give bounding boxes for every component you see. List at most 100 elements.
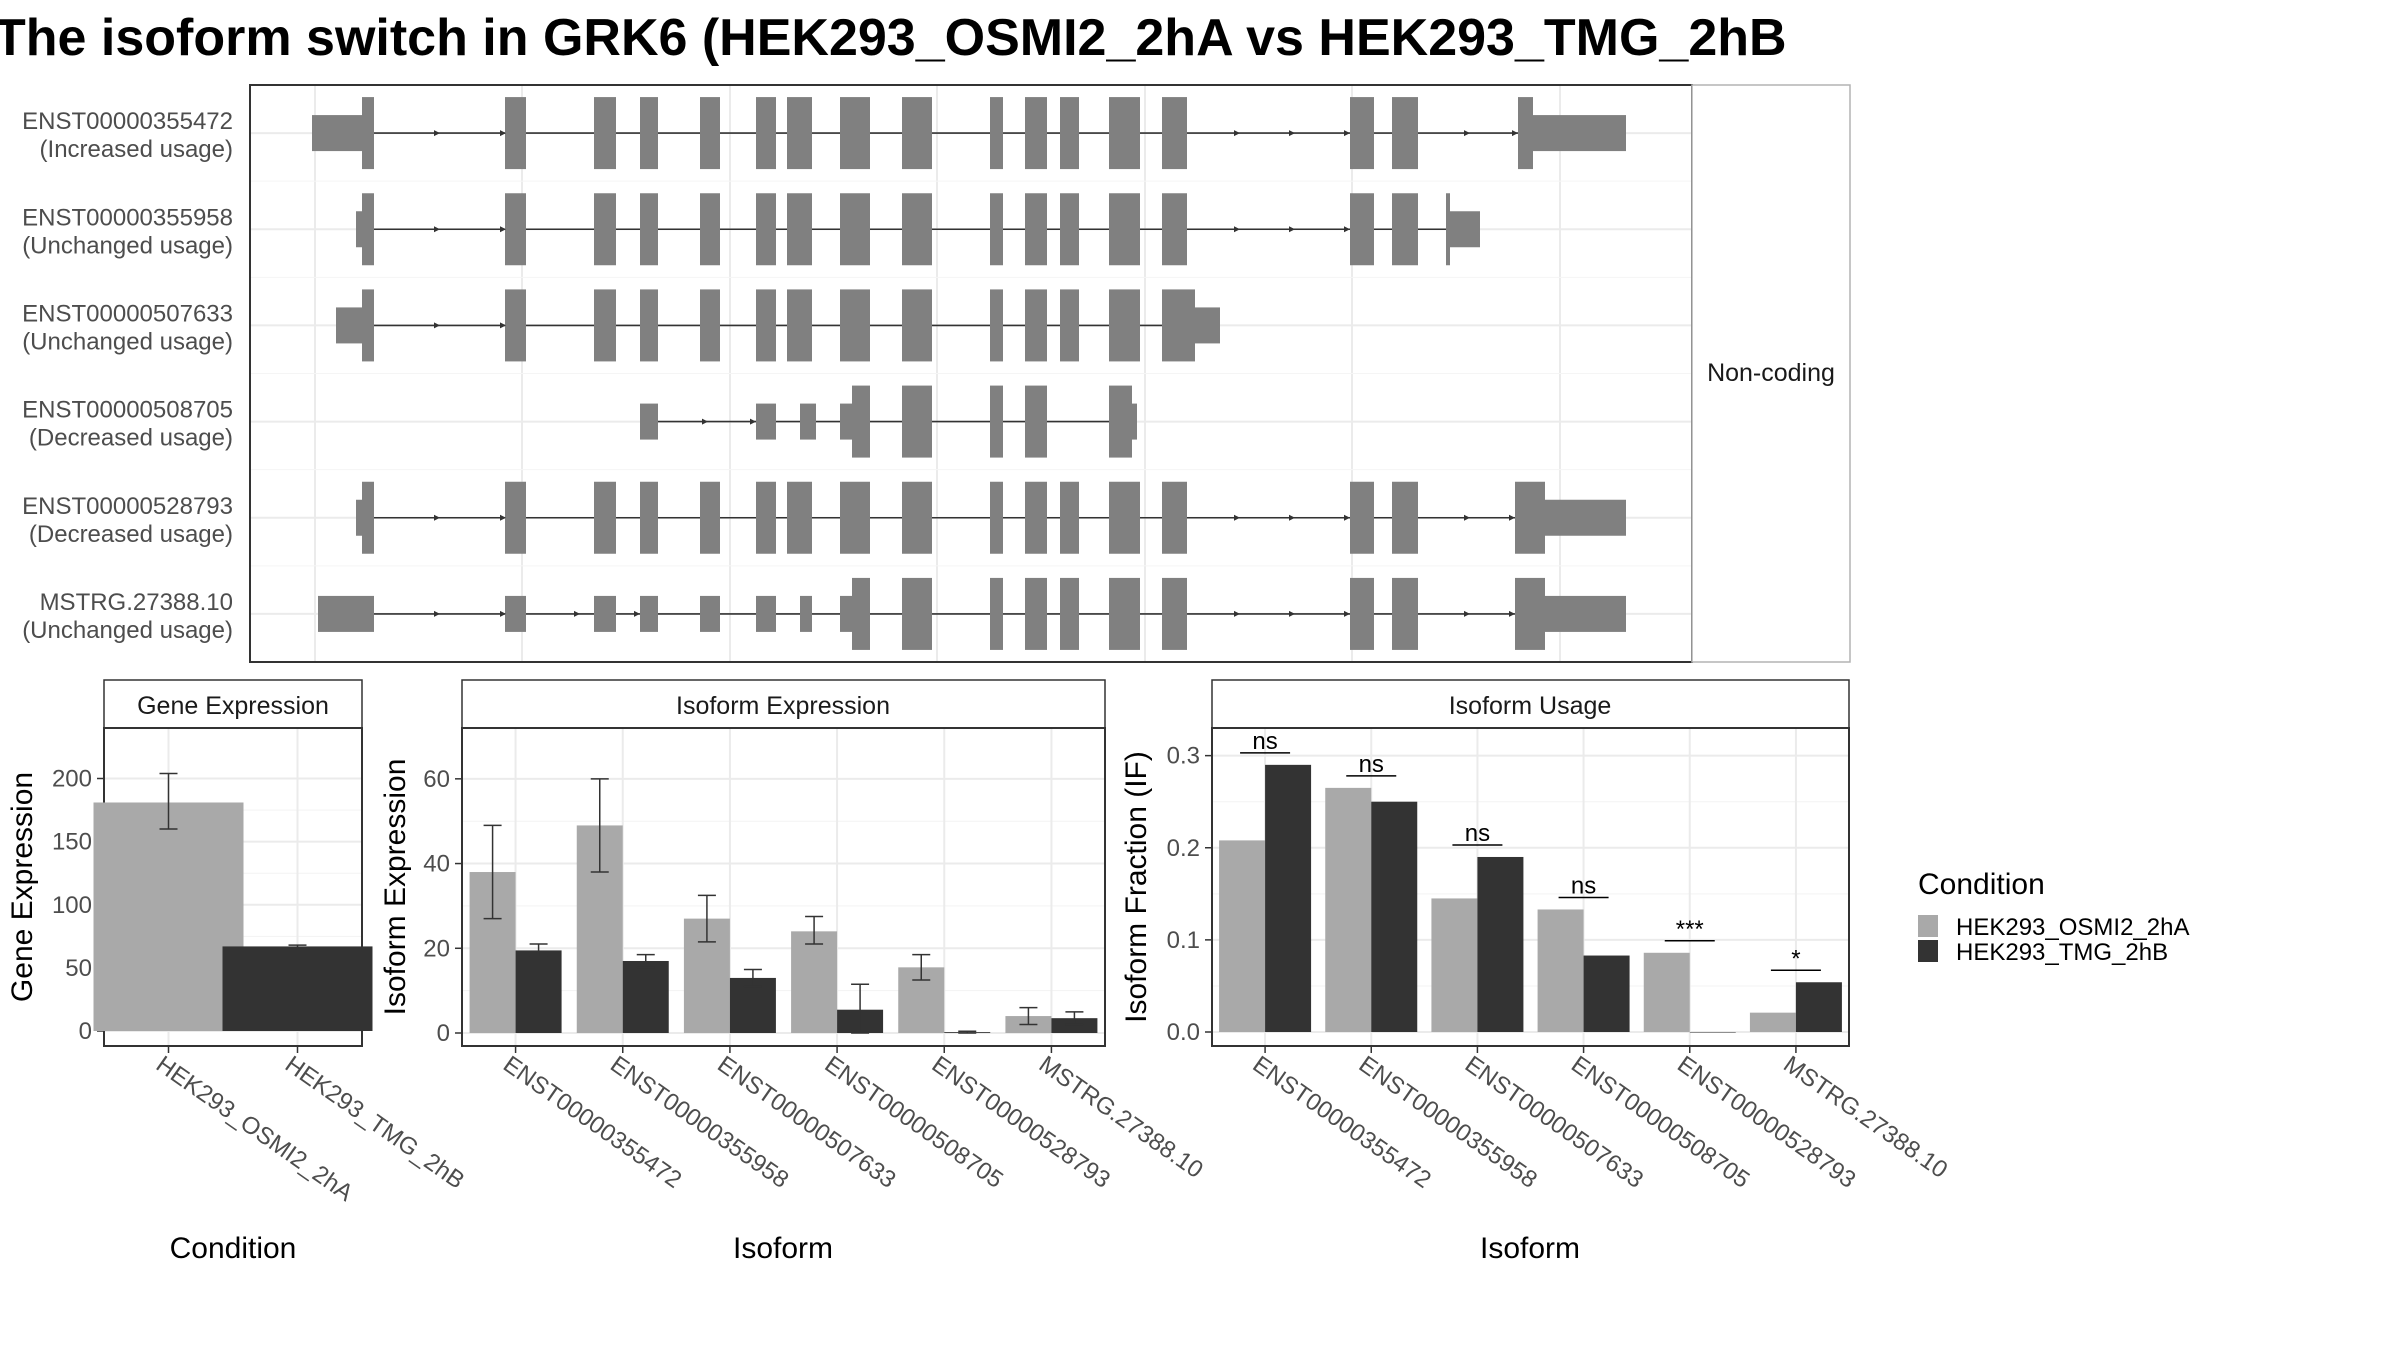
bar [1371, 801, 1418, 1032]
ytick-label: 200 [52, 766, 92, 793]
xtick-label: ENST00000355958 [1354, 1051, 1542, 1194]
bar [1795, 982, 1842, 1032]
transcript-row: ENST00000528793(Decreased usage) [22, 481, 1626, 554]
ytick-label: 100 [52, 892, 92, 919]
bar [622, 960, 669, 1033]
utr-exon [800, 403, 816, 440]
coding-exon [787, 481, 812, 554]
transcript-status-label: (Unchanged usage) [22, 617, 233, 644]
transcript-status-label: (Unchanged usage) [22, 232, 233, 259]
transcript-row: ENST00000508705(Decreased usage) [22, 385, 1137, 458]
coding-exon [1392, 481, 1418, 554]
coding-exon [1025, 481, 1047, 554]
coding-exon [505, 481, 526, 554]
coding-exon [700, 193, 720, 266]
strand-arrow [1234, 226, 1240, 233]
coding-exon [902, 481, 932, 554]
bar [1431, 898, 1478, 1032]
strand-arrow [434, 322, 440, 329]
coding-exon [840, 97, 870, 170]
coding-exon [756, 481, 776, 554]
coding-exon [1109, 481, 1140, 554]
coding-exon [362, 289, 374, 362]
isoform-expression-panel: Isoform Expression 0 20 40 60 ENST0000035547… [379, 679, 1208, 1265]
coding-exon [990, 481, 1003, 554]
ie-plot-area: 0204060ENST00000355472ENST00000355958ENS… [423, 729, 1208, 1194]
utr-exon [756, 403, 776, 440]
iu-strip-title: Isoform Usage [1449, 692, 1612, 720]
transcript-row: ENST00000355472(Increased usage) [22, 97, 1626, 170]
coding-exon [756, 193, 776, 266]
coding-exon [1162, 97, 1187, 170]
bar [515, 950, 562, 1033]
coding-exon [787, 289, 812, 362]
coding-exon [1392, 193, 1418, 266]
coding-exon [990, 577, 1003, 650]
transcript-status-label: (Decreased usage) [29, 521, 233, 548]
coding-exon [700, 481, 720, 554]
coding-exon [756, 97, 776, 170]
strand-arrow [500, 322, 506, 329]
ytick-label: 0.0 [1167, 1019, 1200, 1046]
coding-exon [902, 385, 932, 458]
significance-label: ns [1252, 728, 1277, 755]
bar [1689, 1032, 1736, 1033]
bar [1643, 952, 1690, 1032]
coding-exon [756, 289, 776, 362]
utr-exon [1545, 595, 1626, 632]
xtick-label: ENST00000507633 [712, 1051, 900, 1194]
ytick-label: 0.1 [1167, 927, 1200, 954]
coding-exon [1350, 97, 1374, 170]
coding-exon [640, 193, 658, 266]
coding-exon [1109, 577, 1140, 650]
coding-exon [1162, 193, 1187, 266]
coding-exon [1350, 577, 1374, 650]
coding-exon [990, 97, 1003, 170]
strand-arrow [1512, 130, 1518, 137]
legend: Condition HEK293_OSMI2_2hA HEK293_TMG_2h… [1918, 868, 2189, 966]
strand-arrow [1289, 514, 1295, 521]
ie-ylabel: Isoform Expression [379, 759, 412, 1016]
significance-label: ns [1465, 820, 1490, 847]
page-title: The isoform switch in GRK6 (HEK293_OSMI2… [0, 9, 1787, 67]
strand-arrow [702, 418, 708, 425]
strand-arrow [634, 610, 640, 617]
strand-arrow [1344, 130, 1350, 137]
utr-exon [356, 499, 362, 536]
strip-non-coding [1691, 84, 1851, 663]
bar [222, 946, 373, 1031]
utr-exon [800, 595, 812, 632]
gene-structure-panel: ENST00000355472(Increased usage) ENST0000… [22, 84, 1851, 663]
coding-exon [1350, 481, 1374, 554]
strand-arrow [1234, 610, 1240, 617]
utr-exon [1450, 211, 1480, 248]
xtick-label: ENST00000528793 [1672, 1051, 1860, 1194]
transcript-id-label: ENST00000528793 [22, 493, 233, 520]
ytick-label: 0 [79, 1018, 92, 1045]
ie-strip-title: Isoform Expression [676, 692, 890, 720]
ytick-label: 0.3 [1167, 743, 1200, 770]
bar [791, 931, 838, 1033]
structure-rows: ENST00000355472(Increased usage) ENST0000… [22, 97, 1626, 650]
ge-strip [103, 679, 363, 729]
xtick-label: ENST00000355472 [1248, 1051, 1436, 1194]
coding-exon [990, 193, 1003, 266]
xtick-label: ENST00000355472 [498, 1051, 686, 1194]
ie-strip [461, 679, 1106, 729]
coding-exon [362, 193, 374, 266]
strand-arrow [1234, 514, 1240, 521]
ytick-label: 0.2 [1167, 835, 1200, 862]
transcript-status-label: (Decreased usage) [29, 425, 233, 452]
coding-exon [1060, 97, 1079, 170]
utr-exon [1545, 499, 1626, 536]
coding-exon [362, 97, 374, 170]
transcript-status-label: (Increased usage) [40, 136, 233, 163]
transcript-id-label: ENST00000507633 [22, 300, 233, 327]
utr-exon [356, 211, 362, 248]
coding-exon [787, 193, 812, 266]
utr-exon [756, 595, 776, 632]
transcript-status-label: (Unchanged usage) [22, 328, 233, 355]
coding-exon [1162, 289, 1195, 362]
coding-exon [787, 97, 812, 170]
coding-exon [362, 481, 374, 554]
